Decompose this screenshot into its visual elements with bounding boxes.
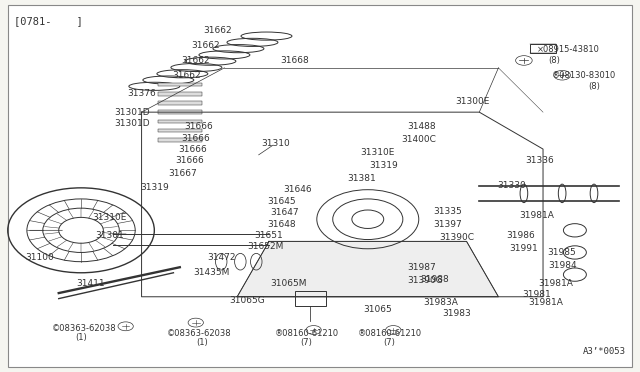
FancyBboxPatch shape bbox=[8, 5, 632, 367]
Text: 31666: 31666 bbox=[184, 122, 213, 131]
Text: (7): (7) bbox=[383, 339, 395, 347]
Text: 31667: 31667 bbox=[168, 169, 197, 177]
Text: (8): (8) bbox=[588, 82, 600, 91]
Text: ®08160-61210: ®08160-61210 bbox=[358, 329, 422, 338]
Bar bbox=[157, 138, 202, 142]
Bar bbox=[157, 92, 202, 96]
Bar bbox=[157, 101, 202, 105]
Text: 31300E: 31300E bbox=[456, 97, 490, 106]
Text: 31645: 31645 bbox=[268, 198, 296, 206]
Text: ©08363-62038: ©08363-62038 bbox=[52, 324, 116, 333]
Text: (7): (7) bbox=[300, 339, 312, 347]
Bar bbox=[157, 110, 202, 114]
Text: 31381: 31381 bbox=[347, 174, 376, 183]
Text: 31662: 31662 bbox=[172, 71, 200, 80]
Text: 31662: 31662 bbox=[181, 56, 210, 65]
Text: 31319: 31319 bbox=[140, 183, 169, 192]
Text: 31301D: 31301D bbox=[114, 119, 150, 128]
Text: 31648: 31648 bbox=[268, 219, 296, 228]
Text: 31065G: 31065G bbox=[229, 296, 264, 305]
Text: 31984: 31984 bbox=[548, 261, 577, 270]
Text: 31983: 31983 bbox=[443, 309, 472, 318]
Text: 31301D: 31301D bbox=[114, 108, 150, 117]
Text: 31319: 31319 bbox=[369, 161, 398, 170]
Text: 31400C: 31400C bbox=[401, 135, 436, 144]
Text: (1): (1) bbox=[196, 339, 208, 347]
Text: ®08130-83010: ®08130-83010 bbox=[552, 71, 616, 80]
Text: 31397: 31397 bbox=[433, 220, 462, 229]
Text: 31411: 31411 bbox=[76, 279, 105, 288]
Bar bbox=[157, 129, 202, 132]
Bar bbox=[294, 291, 326, 306]
Text: (8): (8) bbox=[548, 56, 560, 65]
Text: 31376: 31376 bbox=[127, 89, 156, 98]
Bar bbox=[157, 83, 202, 86]
Text: 31983A: 31983A bbox=[424, 298, 458, 307]
Text: 31647: 31647 bbox=[271, 208, 300, 218]
Text: 31100: 31100 bbox=[25, 253, 54, 263]
Text: 31986: 31986 bbox=[506, 231, 535, 240]
Text: 31981A: 31981A bbox=[538, 279, 573, 288]
Text: 31981A: 31981A bbox=[529, 298, 564, 307]
Text: (1): (1) bbox=[75, 333, 87, 342]
Bar bbox=[531, 44, 556, 53]
Text: ×08915-43810: ×08915-43810 bbox=[537, 45, 600, 54]
Text: ®08160-61210: ®08160-61210 bbox=[275, 329, 339, 338]
Text: 31065: 31065 bbox=[363, 305, 392, 314]
Text: 31988: 31988 bbox=[420, 275, 449, 283]
Text: [0781-    ]: [0781- ] bbox=[14, 16, 83, 26]
Text: 31666: 31666 bbox=[181, 134, 210, 142]
Text: 31985: 31985 bbox=[548, 248, 577, 257]
Text: 31652M: 31652M bbox=[248, 242, 284, 251]
Text: 31065M: 31065M bbox=[270, 279, 307, 288]
Text: 31336: 31336 bbox=[525, 155, 554, 165]
Text: ©08363-62038: ©08363-62038 bbox=[166, 329, 231, 338]
Polygon shape bbox=[237, 241, 499, 297]
Text: 31310E: 31310E bbox=[93, 213, 127, 222]
Text: 31666: 31666 bbox=[178, 145, 207, 154]
Text: 31668: 31668 bbox=[280, 56, 309, 65]
Text: 31301: 31301 bbox=[95, 231, 124, 240]
Text: 31662: 31662 bbox=[191, 41, 220, 50]
Text: 31390C: 31390C bbox=[440, 233, 474, 242]
Text: 31435M: 31435M bbox=[193, 267, 230, 276]
Text: 31472: 31472 bbox=[207, 253, 236, 263]
Text: 31310E: 31310E bbox=[360, 148, 394, 157]
Text: 31981A: 31981A bbox=[519, 211, 554, 220]
Text: 31981: 31981 bbox=[522, 291, 551, 299]
Text: 31335: 31335 bbox=[433, 207, 462, 217]
Text: 31987: 31987 bbox=[408, 263, 436, 272]
Text: 31662: 31662 bbox=[204, 26, 232, 35]
Text: 31991: 31991 bbox=[509, 244, 538, 253]
Text: 31488: 31488 bbox=[408, 122, 436, 131]
Text: 31646: 31646 bbox=[284, 185, 312, 194]
Text: 31651: 31651 bbox=[255, 231, 284, 240]
Text: 31390G: 31390G bbox=[407, 276, 443, 285]
Bar bbox=[157, 119, 202, 123]
Text: 31666: 31666 bbox=[175, 155, 204, 165]
Text: A3’*0053: A3’*0053 bbox=[583, 347, 626, 356]
Text: 31310: 31310 bbox=[261, 139, 290, 148]
Text: 31330: 31330 bbox=[497, 182, 525, 190]
